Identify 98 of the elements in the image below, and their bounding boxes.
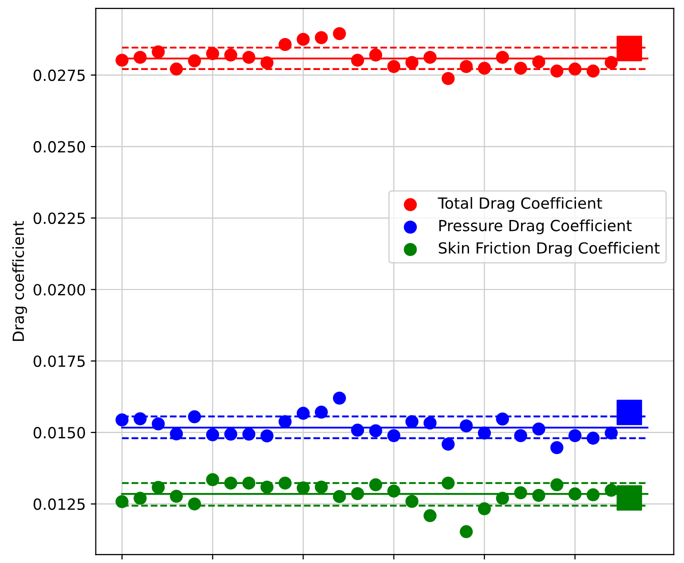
point xyxy=(134,412,147,426)
point xyxy=(514,486,528,500)
point xyxy=(387,60,400,73)
point xyxy=(405,56,418,69)
point xyxy=(550,441,564,454)
point xyxy=(387,429,400,442)
point xyxy=(460,525,473,538)
y-tick-label: 0.0125 xyxy=(34,498,85,510)
y-tick-label: 0.0275 xyxy=(34,70,85,82)
point xyxy=(152,45,165,58)
point xyxy=(351,424,364,437)
point xyxy=(460,419,473,432)
point xyxy=(369,478,382,492)
point xyxy=(550,478,564,492)
point xyxy=(387,484,400,498)
point xyxy=(332,392,346,405)
point xyxy=(332,27,346,40)
point xyxy=(278,415,292,428)
point xyxy=(514,429,528,442)
legend-label: Pressure Drag Coefficient xyxy=(439,219,632,234)
point xyxy=(478,426,491,440)
point xyxy=(405,415,418,428)
point xyxy=(568,429,582,442)
point xyxy=(314,406,328,419)
point xyxy=(278,476,292,490)
point xyxy=(152,480,165,494)
y-tick-label: 0.0225 xyxy=(34,212,85,224)
point xyxy=(424,50,437,64)
point xyxy=(188,410,202,424)
point xyxy=(351,487,364,500)
point xyxy=(496,50,510,64)
legend-label: Skin Friction Drag Coefficient xyxy=(438,242,660,257)
point xyxy=(616,400,642,426)
point xyxy=(188,54,202,68)
point xyxy=(460,60,473,73)
point xyxy=(134,50,147,64)
point xyxy=(224,476,238,490)
y-tick-label: 0.0150 xyxy=(34,426,86,438)
point xyxy=(170,427,183,440)
point xyxy=(116,495,129,508)
point xyxy=(369,424,382,438)
point xyxy=(278,38,292,51)
point xyxy=(296,406,310,420)
point xyxy=(224,48,238,62)
point xyxy=(532,422,546,436)
point xyxy=(206,473,220,486)
point xyxy=(568,487,582,500)
y-tick-label: 0.0175 xyxy=(34,355,85,368)
point xyxy=(442,438,455,451)
point xyxy=(206,47,220,60)
point xyxy=(116,413,129,426)
point xyxy=(586,488,600,502)
point xyxy=(405,494,418,508)
point xyxy=(496,492,510,505)
point xyxy=(296,32,310,46)
point xyxy=(532,488,546,502)
point xyxy=(296,481,310,494)
point xyxy=(260,56,274,70)
point xyxy=(351,54,364,67)
point xyxy=(224,428,238,441)
point xyxy=(532,55,546,68)
point xyxy=(424,416,437,430)
point xyxy=(442,476,455,490)
point xyxy=(260,480,274,494)
point xyxy=(586,64,600,78)
point xyxy=(550,64,564,78)
point xyxy=(442,72,455,85)
point xyxy=(604,484,618,497)
point xyxy=(604,426,618,440)
point xyxy=(188,497,202,510)
point xyxy=(369,48,382,62)
point xyxy=(134,492,147,505)
point xyxy=(314,31,328,44)
point xyxy=(586,432,600,445)
point xyxy=(514,62,528,75)
point xyxy=(478,502,491,516)
point xyxy=(604,56,618,69)
point xyxy=(170,62,183,76)
y-tick-label: 0.0200 xyxy=(34,284,86,296)
point xyxy=(568,62,582,76)
y-axis-title: Drag coefficient xyxy=(12,220,28,341)
point xyxy=(170,490,183,503)
point xyxy=(616,485,642,511)
legend-label: Total Drag Coefficient xyxy=(438,197,602,212)
point xyxy=(332,490,346,504)
point xyxy=(152,417,165,430)
point xyxy=(314,480,328,494)
point xyxy=(116,54,129,67)
point xyxy=(616,36,642,62)
point xyxy=(496,412,510,426)
point xyxy=(242,428,256,441)
point xyxy=(206,428,220,442)
point xyxy=(242,50,256,64)
point xyxy=(424,509,437,522)
point xyxy=(478,62,491,75)
y-tick-label: 0.0250 xyxy=(34,141,86,153)
point xyxy=(242,476,256,490)
point xyxy=(260,429,274,442)
